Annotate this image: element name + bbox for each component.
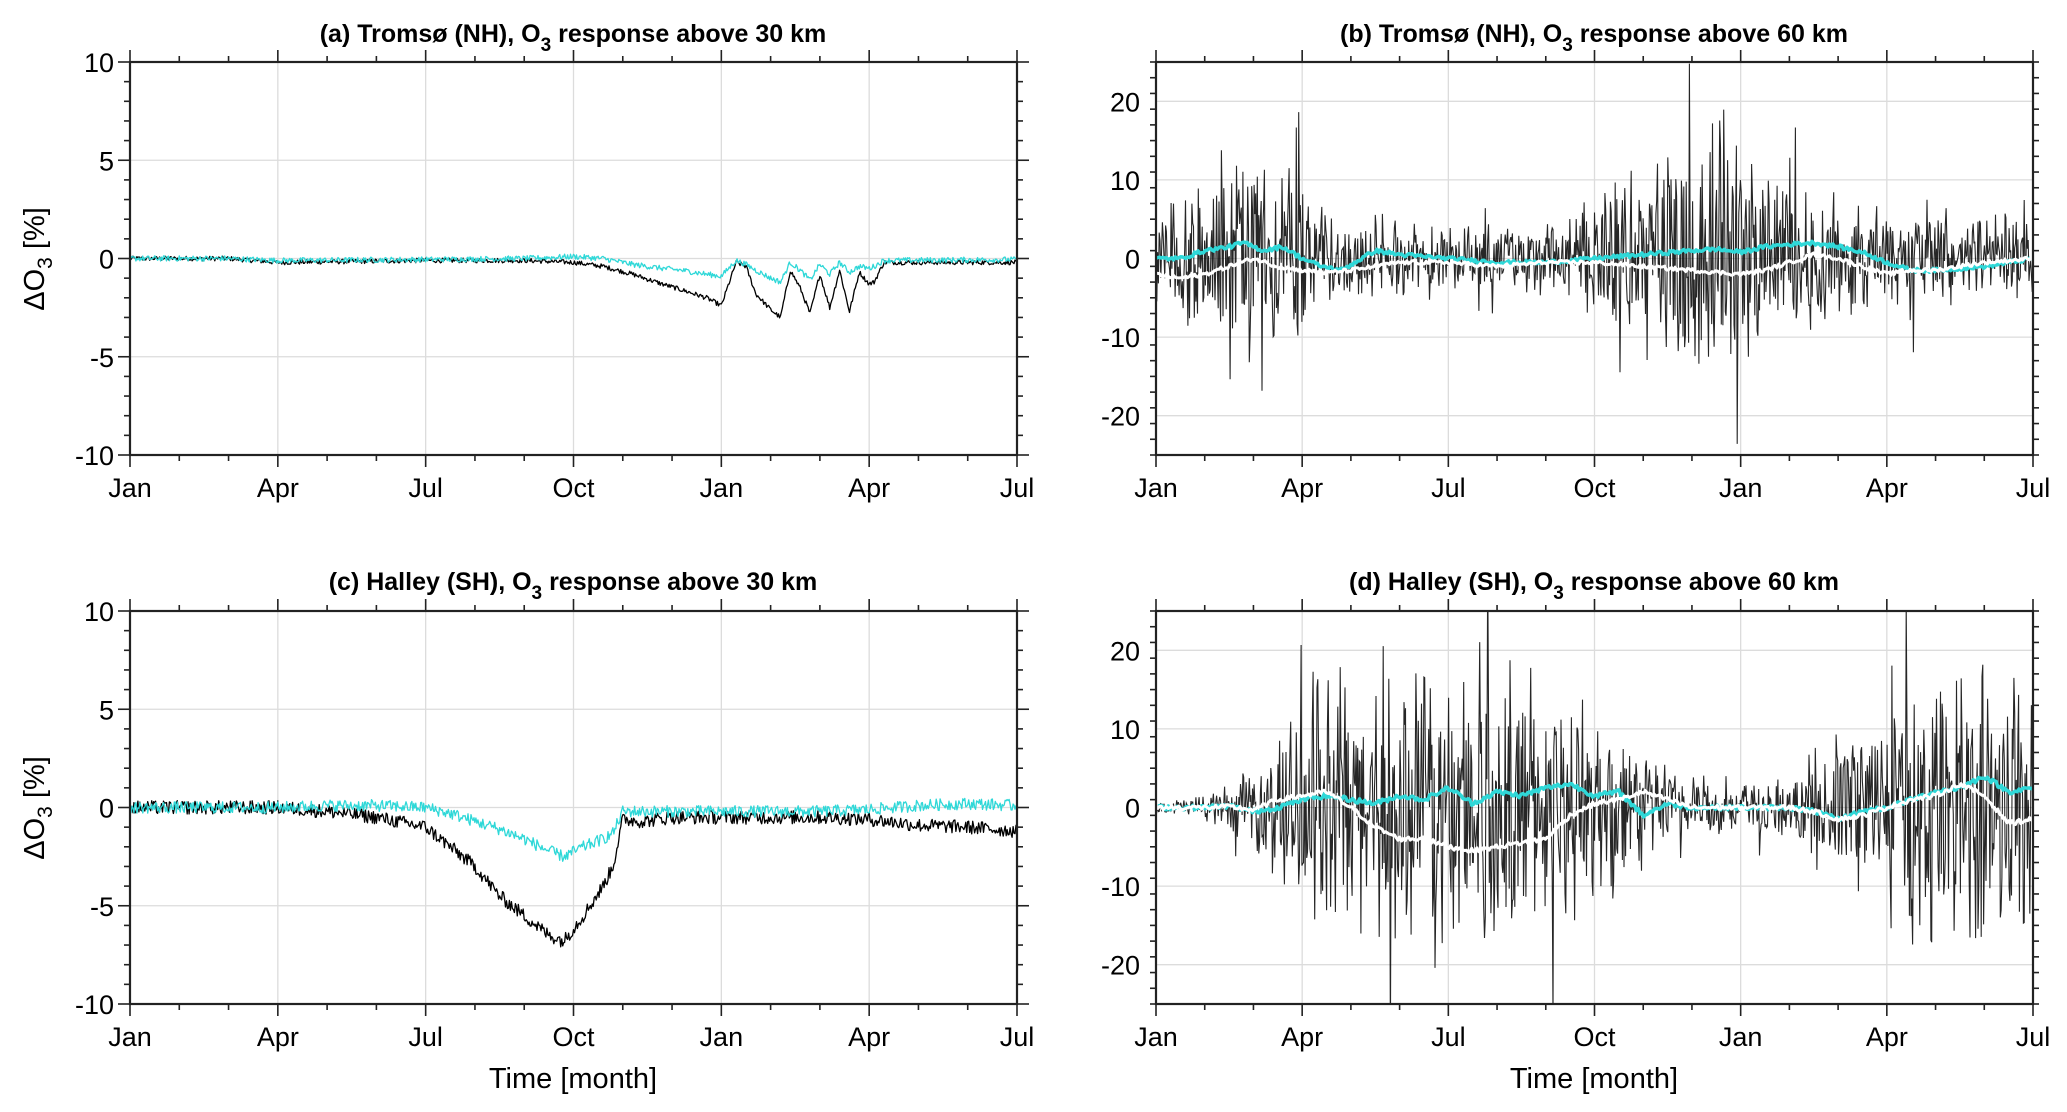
x-tick-label: Oct xyxy=(1573,1022,1616,1052)
panel-a-ylabel: ΔO3 [%] xyxy=(19,207,57,311)
y-tick-label: -10 xyxy=(1101,323,1140,353)
x-tick-label: Apr xyxy=(1866,473,1908,503)
y-tick-label: 5 xyxy=(99,146,114,176)
series-cyan-line xyxy=(130,797,1017,862)
y-tick-label: 10 xyxy=(84,48,114,78)
panel-b-title: (b) Tromsø (NH), O3 response above 60 km xyxy=(1340,20,1848,56)
x-tick-label: Jul xyxy=(1431,473,1466,503)
y-tick-label: 5 xyxy=(99,695,114,725)
series-cyan-line xyxy=(130,253,1017,285)
x-tick-label: Apr xyxy=(1281,1022,1323,1052)
x-tick-label: Jul xyxy=(1431,1022,1466,1052)
x-tick-label: Jul xyxy=(408,473,443,503)
x-tick-label: Apr xyxy=(257,473,299,503)
ticks xyxy=(118,599,1029,1016)
y-tick-label: -5 xyxy=(90,343,114,373)
x-tick-label: Jan xyxy=(700,473,744,503)
x-tick-label: Apr xyxy=(848,473,890,503)
series-white-line xyxy=(1156,782,2033,854)
y-tick-label: 10 xyxy=(1110,166,1140,196)
x-tick-label: Oct xyxy=(552,1022,595,1052)
y-tick-label: 0 xyxy=(1125,794,1140,824)
y-tick-label: 0 xyxy=(1125,245,1140,275)
y-tick-label: 20 xyxy=(1110,87,1140,117)
series-cyan-line xyxy=(1156,239,2033,274)
panel-a: (a) Tromsø (NH), O3 response above 30 km… xyxy=(19,20,1034,503)
x-tick-label: Apr xyxy=(1866,1022,1908,1052)
y-tick-label: -20 xyxy=(1101,951,1140,981)
y-tick-label: 10 xyxy=(1110,715,1140,745)
gridlines xyxy=(1155,611,2034,1004)
y-tick-label: 0 xyxy=(99,794,114,824)
panel-c-ylabel: ΔO3 [%] xyxy=(19,756,57,860)
ticks xyxy=(1150,599,2039,1016)
y-tick-label: 0 xyxy=(99,245,114,275)
x-tick-label: Jan xyxy=(1134,473,1178,503)
ticks xyxy=(118,50,1029,467)
x-tick-label: Jan xyxy=(1719,473,1763,503)
y-tick-label: -10 xyxy=(75,441,114,471)
panel-c-title: (c) Halley (SH), O3 response above 30 km xyxy=(329,568,818,604)
x-tick-label: Jan xyxy=(1719,1022,1763,1052)
x-tick-label: Jan xyxy=(1134,1022,1178,1052)
panel-d: (d) Halley (SH), O3 response above 60 km… xyxy=(1101,568,2051,1095)
y-tick-label: -20 xyxy=(1101,402,1140,432)
x-tick-label: Jul xyxy=(2016,473,2051,503)
panel-c: (c) Halley (SH), O3 response above 30 km… xyxy=(19,568,1034,1095)
x-tick-label: Jul xyxy=(1000,1022,1035,1052)
x-tick-label: Jul xyxy=(408,1022,443,1052)
x-tick-label: Apr xyxy=(257,1022,299,1052)
x-tick-label: Jan xyxy=(108,1022,152,1052)
series-raw-line xyxy=(1156,611,2033,1004)
panel-a-title: (a) Tromsø (NH), O3 response above 30 km xyxy=(320,20,827,56)
x-tick-label: Jul xyxy=(1000,473,1035,503)
plot-area xyxy=(1156,63,2033,444)
x-tick-label: Apr xyxy=(1281,473,1323,503)
x-tick-label: Oct xyxy=(552,473,595,503)
panel-d-title: (d) Halley (SH), O3 response above 60 km xyxy=(1349,568,1839,604)
plot-area xyxy=(130,797,1017,948)
panel-c-xlabel: Time [month] xyxy=(489,1063,657,1095)
y-tick-label: 10 xyxy=(84,597,114,627)
x-tick-label: Jan xyxy=(108,473,152,503)
plot-area xyxy=(130,253,1017,319)
series-raw-line xyxy=(1156,63,2033,444)
x-tick-label: Jan xyxy=(700,1022,744,1052)
y-tick-label: 20 xyxy=(1110,636,1140,666)
panel-d-xlabel: Time [month] xyxy=(1510,1063,1678,1095)
y-tick-label: -5 xyxy=(90,892,114,922)
panel-b: (b) Tromsø (NH), O3 response above 60 km… xyxy=(1101,20,2050,503)
x-tick-label: Apr xyxy=(848,1022,890,1052)
y-tick-label: -10 xyxy=(1101,872,1140,902)
plot-area xyxy=(1156,611,2033,1004)
series-white-line xyxy=(1156,251,2033,280)
x-tick-label: Jul xyxy=(2016,1022,2051,1052)
ticks xyxy=(1150,50,2039,467)
y-tick-label: -10 xyxy=(75,990,114,1020)
x-tick-label: Oct xyxy=(1573,473,1616,503)
